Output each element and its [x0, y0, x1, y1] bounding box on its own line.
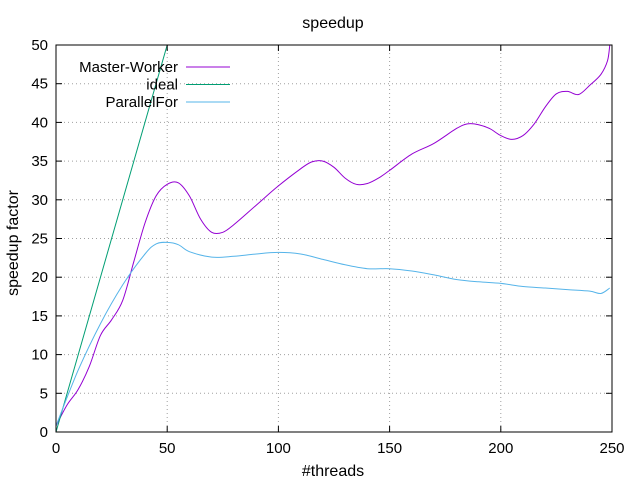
x-tick-label: 0 — [52, 440, 60, 457]
y-tick-label: 15 — [31, 308, 48, 325]
y-tick-label: 25 — [31, 231, 48, 248]
x-tick-label: 50 — [159, 440, 176, 457]
y-tick-label: 10 — [31, 347, 48, 364]
y-tick-label: 20 — [31, 269, 48, 286]
legend-label-master-worker: Master-Worker — [79, 59, 178, 76]
chart-title: speedup — [302, 15, 363, 32]
x-tick-label: 100 — [266, 440, 291, 457]
y-tick-label: 5 — [40, 385, 48, 402]
legend-label-ideal: ideal — [146, 77, 178, 94]
grid-lines — [56, 45, 612, 432]
y-tick-label: 30 — [31, 192, 48, 209]
x-tick-label: 250 — [599, 440, 624, 457]
series-line-master-worker — [56, 45, 611, 427]
legend-label-parallelfor: ParallelFor — [105, 94, 178, 111]
tick-labels: 0 50 100 150 200 250 0 5 10 15 20 25 30 35 40 45 50 — [31, 37, 624, 457]
y-tick-label: 45 — [31, 76, 48, 93]
x-tick-label: 150 — [377, 440, 402, 457]
x-axis-label: #threads — [302, 463, 364, 480]
series-line-ideal — [56, 45, 168, 432]
axis-ticks — [55, 44, 613, 433]
y-tick-label: 0 — [40, 424, 48, 441]
y-axis-label: speedup factor — [5, 189, 22, 296]
y-tick-label: 50 — [31, 37, 48, 54]
y-tick-label: 35 — [31, 153, 48, 170]
series-lines — [56, 45, 611, 432]
y-tick-label: 40 — [31, 114, 48, 131]
series-line-parallelfor — [56, 241, 611, 426]
x-tick-label: 200 — [488, 440, 513, 457]
